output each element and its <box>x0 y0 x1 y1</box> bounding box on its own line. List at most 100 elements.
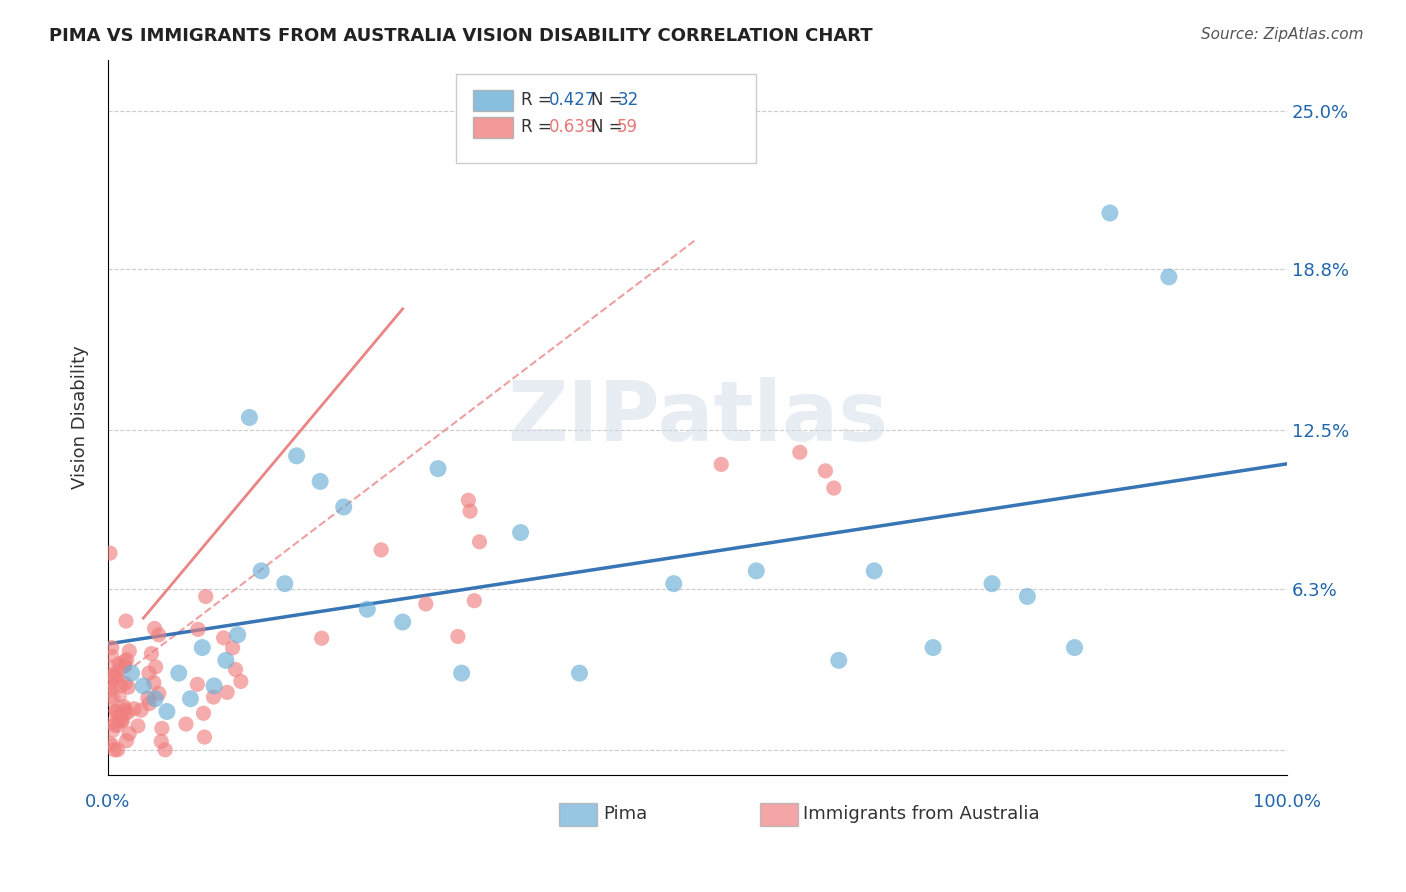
Point <box>104 718 127 732</box>
Text: 0.639: 0.639 <box>548 118 596 136</box>
Point <box>226 628 249 642</box>
Point <box>427 461 450 475</box>
Point <box>179 691 201 706</box>
Point <box>117 706 139 720</box>
Point <box>117 681 139 695</box>
Point <box>103 668 125 682</box>
Point <box>309 475 332 489</box>
Point <box>114 702 136 716</box>
FancyBboxPatch shape <box>456 74 756 163</box>
Text: PIMA VS IMMIGRANTS FROM AUSTRALIA VISION DISABILITY CORRELATION CHART: PIMA VS IMMIGRANTS FROM AUSTRALIA VISION… <box>49 27 873 45</box>
Point <box>108 657 131 671</box>
Point <box>138 666 160 681</box>
Point <box>468 534 491 549</box>
Point <box>458 504 481 518</box>
Point <box>229 674 252 689</box>
Point <box>174 717 197 731</box>
Point <box>143 691 166 706</box>
Text: 0.0%: 0.0% <box>86 793 131 812</box>
Point <box>98 659 121 673</box>
Point <box>101 681 124 695</box>
Point <box>981 576 1004 591</box>
Point <box>187 623 209 637</box>
Point <box>221 640 243 655</box>
Point <box>148 686 170 700</box>
Point <box>118 644 141 658</box>
Point <box>285 449 308 463</box>
Point <box>212 631 235 645</box>
Point <box>509 525 531 540</box>
Point <box>141 647 163 661</box>
Point <box>814 464 837 478</box>
Point <box>145 660 167 674</box>
Text: Immigrants from Australia: Immigrants from Australia <box>803 805 1040 823</box>
FancyBboxPatch shape <box>759 803 797 825</box>
Point <box>121 666 143 681</box>
Point <box>112 699 135 714</box>
Text: 100.0%: 100.0% <box>1253 793 1320 812</box>
Point <box>823 481 845 495</box>
Point <box>115 733 138 747</box>
Point <box>568 666 591 681</box>
Point <box>202 679 225 693</box>
Point <box>111 714 134 728</box>
Point <box>922 640 945 655</box>
FancyBboxPatch shape <box>560 803 598 825</box>
Point <box>101 738 124 752</box>
Point <box>132 679 155 693</box>
Point <box>167 666 190 681</box>
Point <box>104 671 127 685</box>
Point <box>114 655 136 669</box>
Point <box>104 706 127 720</box>
Point <box>101 648 124 663</box>
Point <box>98 678 121 692</box>
Point <box>215 653 238 667</box>
Text: Source: ZipAtlas.com: Source: ZipAtlas.com <box>1201 27 1364 42</box>
Point <box>129 703 152 717</box>
Point <box>103 743 125 757</box>
Point <box>110 706 132 721</box>
FancyBboxPatch shape <box>474 117 513 137</box>
Point <box>457 493 479 508</box>
Point <box>332 500 354 514</box>
Point <box>114 706 136 721</box>
Point <box>153 743 176 757</box>
Point <box>138 697 160 711</box>
Point <box>311 632 333 646</box>
Point <box>789 445 811 459</box>
Point <box>193 730 215 744</box>
Point <box>1017 590 1039 604</box>
Text: N =: N = <box>592 118 628 136</box>
Point <box>107 719 129 733</box>
Point <box>156 705 179 719</box>
Point <box>142 675 165 690</box>
Text: Pima: Pima <box>603 805 647 823</box>
Point <box>108 662 131 676</box>
Point <box>115 653 138 667</box>
Point <box>186 677 208 691</box>
Point <box>104 704 127 718</box>
Text: 32: 32 <box>617 91 638 110</box>
Point <box>356 602 378 616</box>
Point <box>110 679 132 693</box>
Point <box>104 666 127 681</box>
Point <box>148 628 170 642</box>
Point <box>100 715 122 730</box>
Point <box>217 685 239 699</box>
Point <box>415 597 437 611</box>
Point <box>450 666 472 681</box>
Y-axis label: Vision Disability: Vision Disability <box>72 345 89 490</box>
Point <box>191 640 214 655</box>
Point <box>463 593 485 607</box>
Point <box>238 410 260 425</box>
Point <box>150 734 173 748</box>
Point <box>447 630 470 644</box>
Point <box>103 691 125 706</box>
Point <box>114 676 136 690</box>
Text: ZIPatlas: ZIPatlas <box>506 377 887 458</box>
Point <box>98 735 121 749</box>
FancyBboxPatch shape <box>474 90 513 112</box>
Point <box>127 719 149 733</box>
Point <box>101 724 124 739</box>
Point <box>863 564 886 578</box>
